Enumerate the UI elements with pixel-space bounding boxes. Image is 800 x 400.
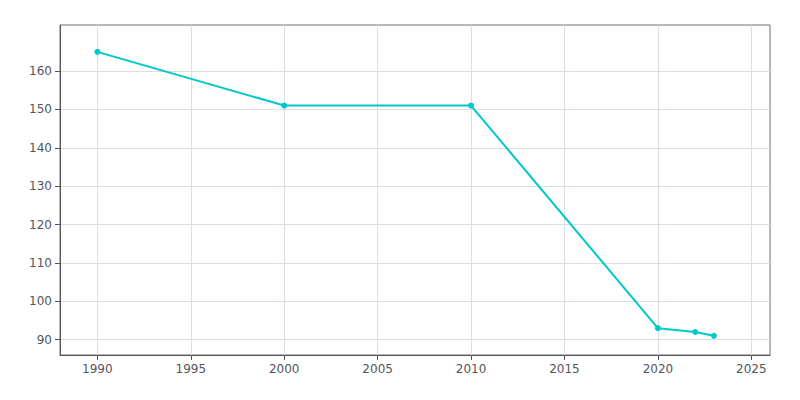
svg-text:150: 150: [29, 102, 52, 116]
svg-text:100: 100: [29, 294, 52, 308]
svg-text:1990: 1990: [82, 362, 113, 376]
svg-text:90: 90: [37, 333, 52, 347]
svg-text:160: 160: [29, 64, 52, 78]
svg-text:110: 110: [29, 256, 52, 270]
svg-text:2025: 2025: [736, 362, 767, 376]
svg-text:2005: 2005: [362, 362, 393, 376]
svg-text:2015: 2015: [549, 362, 580, 376]
svg-text:1995: 1995: [176, 362, 207, 376]
svg-text:2000: 2000: [269, 362, 300, 376]
svg-text:130: 130: [29, 179, 52, 193]
svg-text:140: 140: [29, 141, 52, 155]
svg-text:120: 120: [29, 218, 52, 232]
svg-text:2010: 2010: [456, 362, 487, 376]
svg-text:2020: 2020: [643, 362, 674, 376]
